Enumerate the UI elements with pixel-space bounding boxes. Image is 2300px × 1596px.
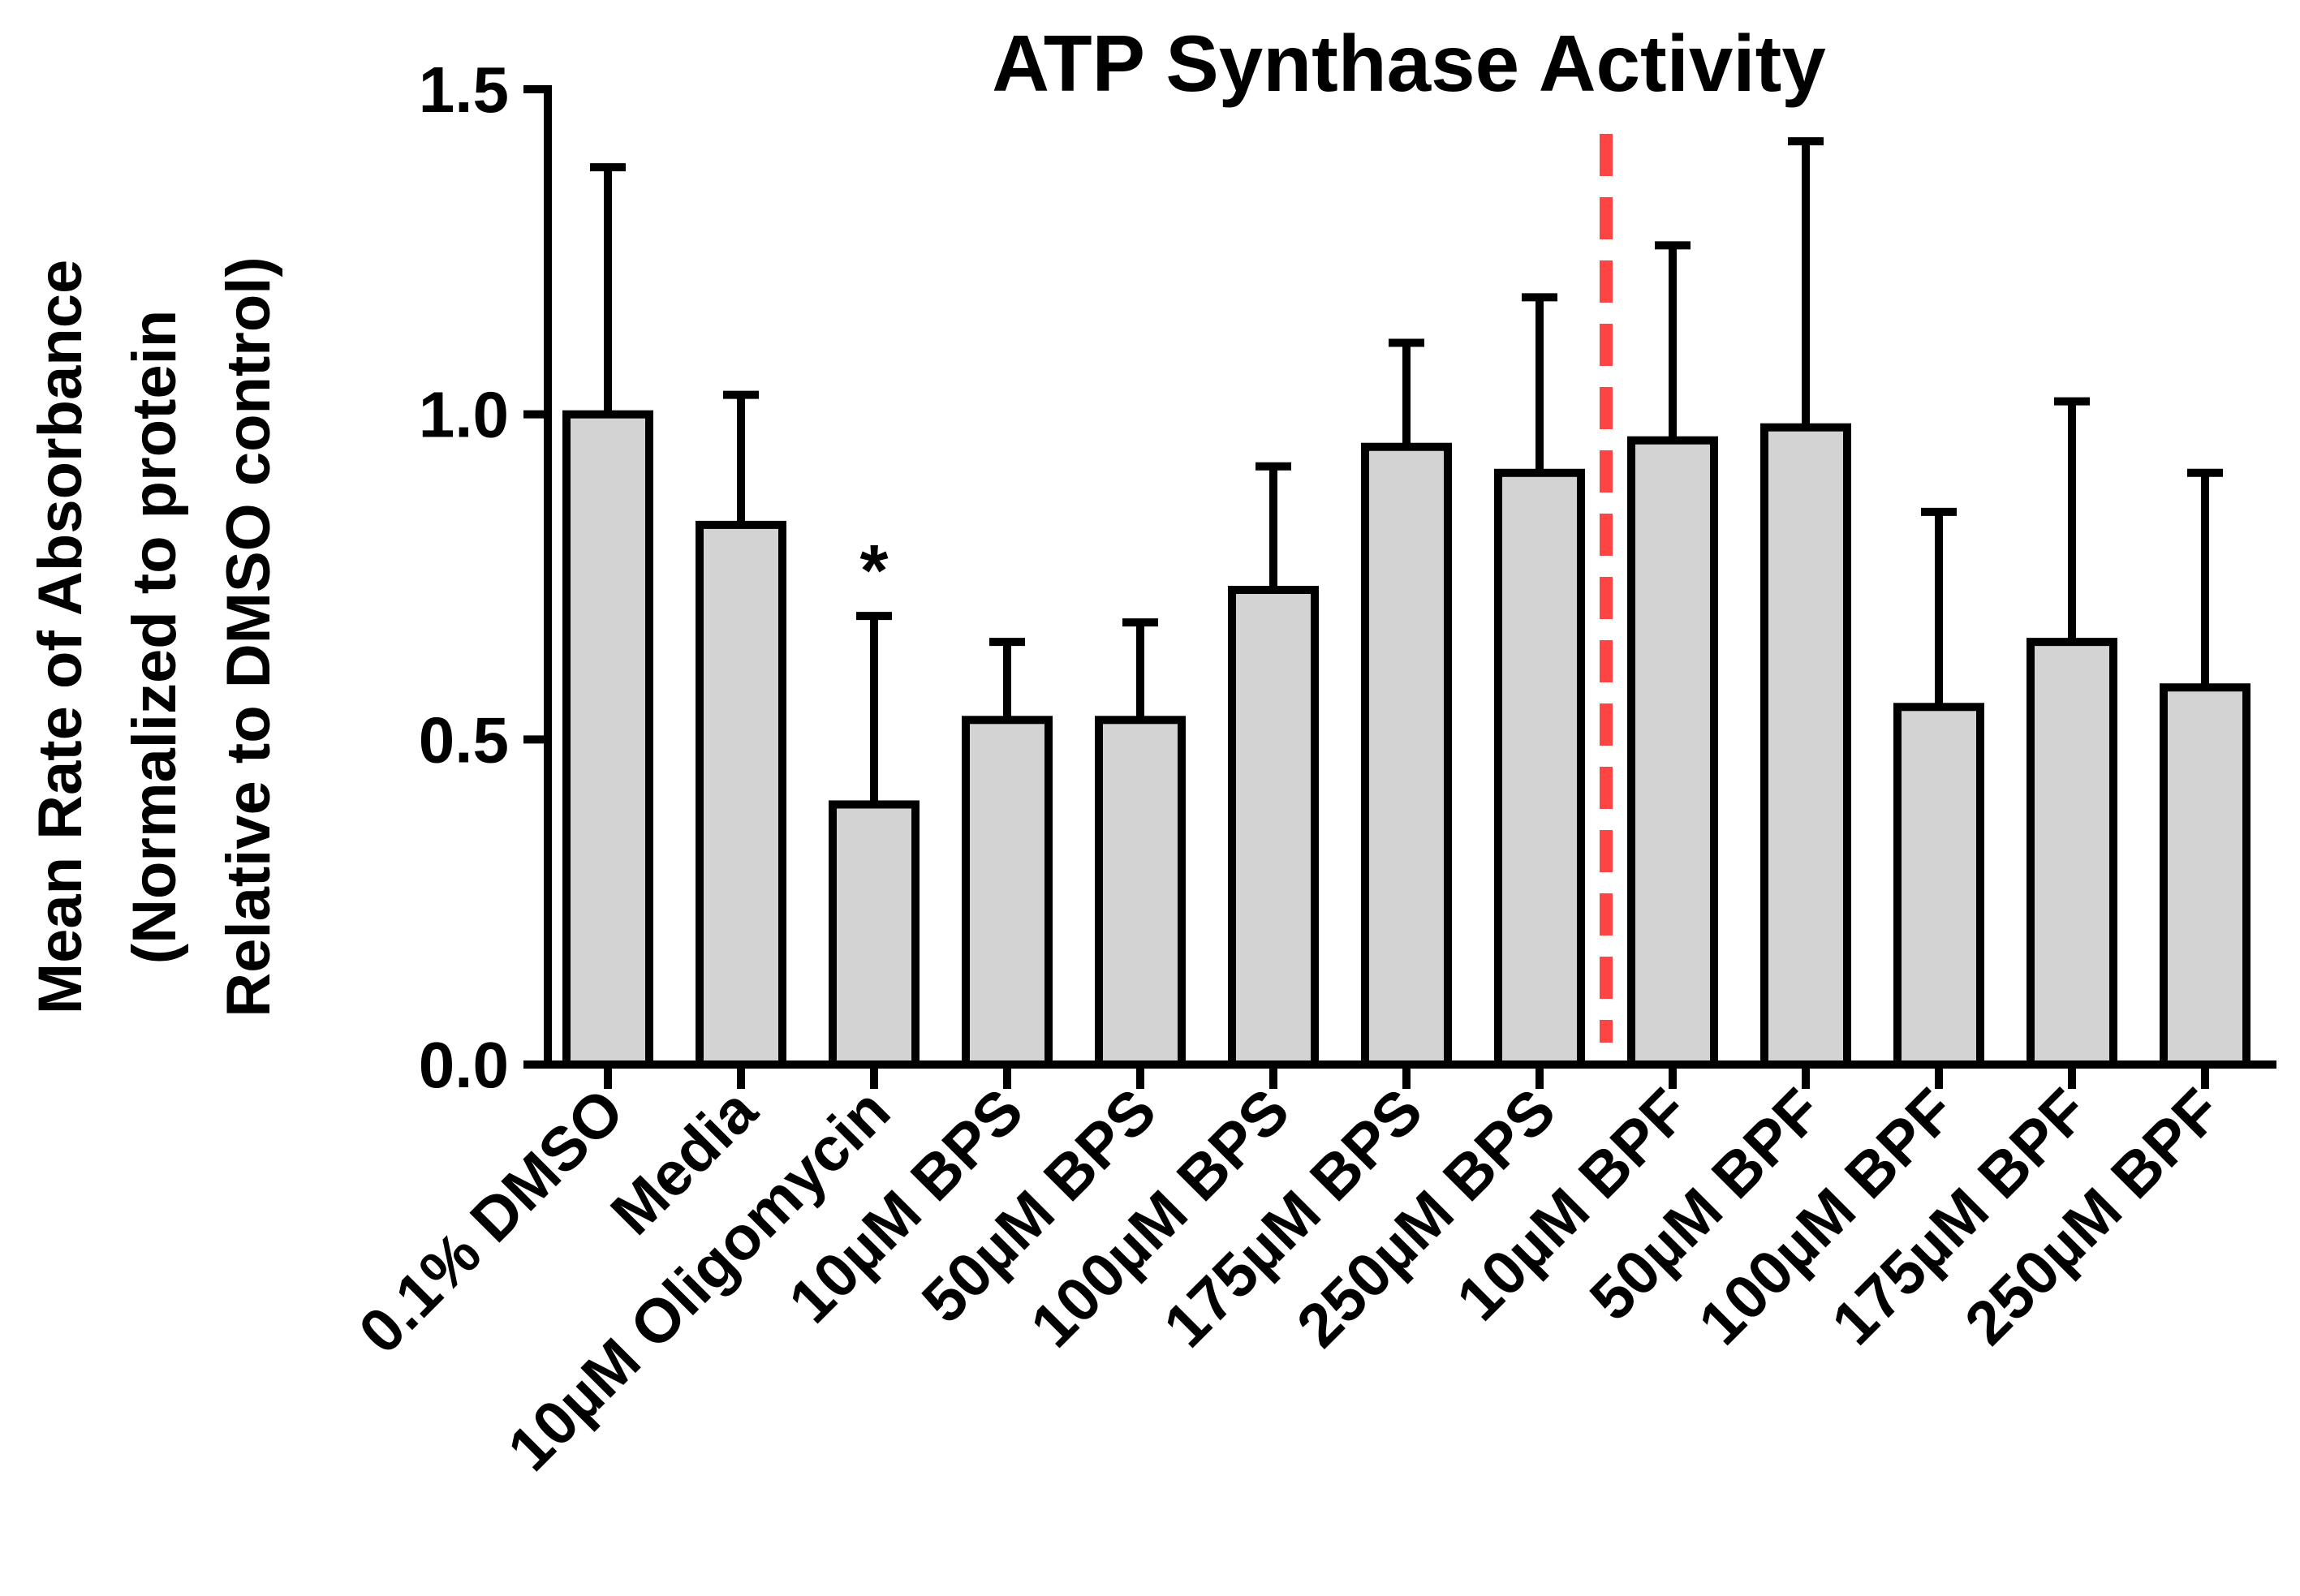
y-tick-label: 1.0 bbox=[419, 379, 509, 451]
significance-asterisk: * bbox=[859, 531, 888, 612]
y-tick-label: 0.0 bbox=[419, 1029, 509, 1101]
y-axis-label-line-1: Mean Rate of Absorbance bbox=[26, 260, 95, 1014]
y-tick-label: 1.5 bbox=[419, 54, 509, 126]
y-tick-label: 0.5 bbox=[419, 703, 509, 776]
bar bbox=[1095, 716, 1186, 1069]
bar bbox=[2026, 638, 2117, 1069]
bar bbox=[562, 410, 653, 1069]
bar bbox=[962, 716, 1053, 1069]
bar bbox=[2160, 683, 2250, 1069]
bar bbox=[829, 800, 920, 1069]
x-tick-label: 0.1% DMSO bbox=[346, 1076, 637, 1367]
bar bbox=[1627, 436, 1718, 1069]
bar bbox=[1494, 468, 1585, 1069]
y-axis-label-line-2: (Normalized to protein bbox=[120, 310, 189, 964]
y-axis-label-line-3: Relative to DMSO control) bbox=[214, 256, 283, 1017]
chart-title: ATP Synthase Activity bbox=[992, 19, 1826, 108]
bar bbox=[1228, 586, 1319, 1069]
bar bbox=[1361, 442, 1452, 1069]
bar bbox=[696, 520, 786, 1069]
bar bbox=[1760, 423, 1851, 1069]
y-axis-label: Mean Rate of Absorbance (Normalized to p… bbox=[26, 256, 283, 1017]
bar bbox=[1893, 703, 1984, 1069]
